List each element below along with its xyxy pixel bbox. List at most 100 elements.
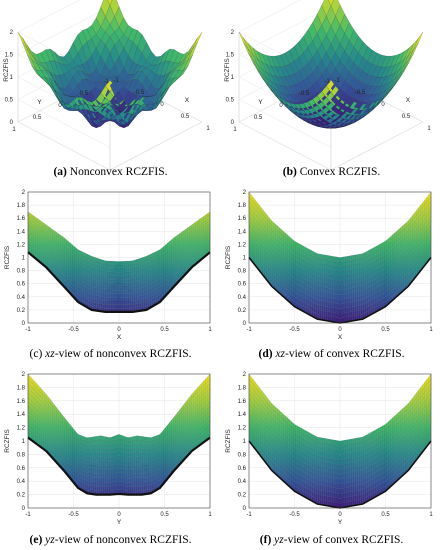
surface-cell xyxy=(114,304,118,309)
surface-cell xyxy=(137,439,140,445)
surface-cell xyxy=(141,272,144,277)
x-tick-label: -0.5 xyxy=(134,90,145,96)
surface-cell xyxy=(356,305,359,311)
surface-cell xyxy=(321,310,324,316)
surface-cell xyxy=(348,274,351,280)
surface-cell xyxy=(100,277,103,283)
surface-cell xyxy=(335,294,339,300)
y-tick-label: 1.2 xyxy=(17,426,26,432)
surface-cell xyxy=(133,477,136,483)
surface-cell xyxy=(122,290,126,294)
surface-cell xyxy=(327,283,330,289)
x-tick-label: -1 xyxy=(246,327,252,333)
surface-cell xyxy=(100,266,103,272)
surface-cell xyxy=(127,304,130,309)
surface-cell xyxy=(137,469,140,474)
surface-cell xyxy=(137,288,140,293)
surface-cell xyxy=(354,273,357,279)
surface-cell xyxy=(141,268,144,274)
z-axis-label: RCZFIS xyxy=(224,58,231,82)
surface-cell xyxy=(145,485,148,491)
surface-cell xyxy=(339,280,343,286)
surface-cell xyxy=(104,271,107,276)
surface-cell xyxy=(120,434,124,441)
surface-cell xyxy=(98,303,101,308)
surface-cell xyxy=(104,289,107,294)
surface-cell xyxy=(116,459,120,465)
surface-cell xyxy=(335,266,339,272)
surface-cell xyxy=(90,485,93,491)
surface-cell xyxy=(118,459,122,465)
surface-cell xyxy=(133,436,136,441)
surface-cell xyxy=(337,271,341,277)
surface-cell xyxy=(354,263,357,270)
surface-cell xyxy=(108,275,111,280)
surface-cell xyxy=(325,259,328,265)
surface-cell xyxy=(112,275,116,280)
surface-cell xyxy=(120,443,124,449)
surface-cell xyxy=(319,267,322,274)
surface-cell xyxy=(96,265,99,270)
surface-cell xyxy=(118,464,122,469)
surface-cell xyxy=(92,302,95,307)
surface-cell xyxy=(129,264,132,269)
surface-cell xyxy=(96,465,99,470)
surface-cell xyxy=(139,481,142,487)
chart-side-group: 00.20.40.60.811.21.41.61.82-1 -0.5 0 0.5 1RC… xyxy=(4,190,212,341)
surface-cell xyxy=(110,461,113,466)
surface-cell xyxy=(116,272,120,276)
surface-cell xyxy=(133,481,136,487)
surface-cell xyxy=(92,473,95,478)
surface-cell xyxy=(145,461,148,466)
surface-cell xyxy=(108,271,111,276)
surface-cell xyxy=(106,461,109,467)
surface-cell xyxy=(149,453,152,458)
surface-cell xyxy=(131,300,134,305)
surface-cell xyxy=(335,289,339,295)
surface-cell xyxy=(127,282,130,287)
surface-cell xyxy=(321,291,324,297)
surface-cell xyxy=(358,253,361,260)
z-tick-label: 2 xyxy=(10,30,14,36)
surface-cell xyxy=(125,481,128,487)
surface-cell xyxy=(358,282,361,288)
surface-cell xyxy=(114,279,118,284)
surface-cell xyxy=(122,304,126,309)
surface-cell xyxy=(110,436,113,442)
surface-cell xyxy=(143,260,146,265)
surface-cell xyxy=(348,288,351,294)
surface-cell xyxy=(325,254,328,261)
surface-cell xyxy=(141,276,144,281)
surface-cell xyxy=(341,261,345,267)
surface-cell xyxy=(120,272,124,276)
surface-cell xyxy=(100,452,103,458)
surface-cell xyxy=(329,297,332,303)
x-tick-label: -1 xyxy=(334,78,340,84)
surface-cell xyxy=(129,436,132,442)
surface-cell xyxy=(125,477,128,483)
surface-cell xyxy=(94,291,97,296)
surface-cell xyxy=(131,282,134,287)
surface-cell xyxy=(122,261,126,265)
surface-cell xyxy=(106,297,109,302)
surface-cell xyxy=(317,305,320,311)
surface-cell xyxy=(149,445,152,450)
surface-cell xyxy=(118,275,122,280)
y-tick-label: 1.2 xyxy=(238,242,247,248)
surface-cell xyxy=(122,469,126,474)
surface-cell xyxy=(333,265,337,271)
surface-cell xyxy=(108,449,111,454)
surface-cell xyxy=(143,275,146,281)
surface-cell xyxy=(133,263,136,268)
surface-cell xyxy=(90,469,93,474)
surface-cell xyxy=(118,434,122,440)
surface-cell xyxy=(362,252,365,259)
surface-cell xyxy=(325,301,328,307)
surface-cell xyxy=(116,264,120,269)
surface-cell xyxy=(104,465,107,470)
axes-frame xyxy=(27,373,211,509)
surface-cell xyxy=(145,465,148,470)
surface-cell xyxy=(104,457,107,462)
y-tick-label: 0 xyxy=(58,103,62,109)
